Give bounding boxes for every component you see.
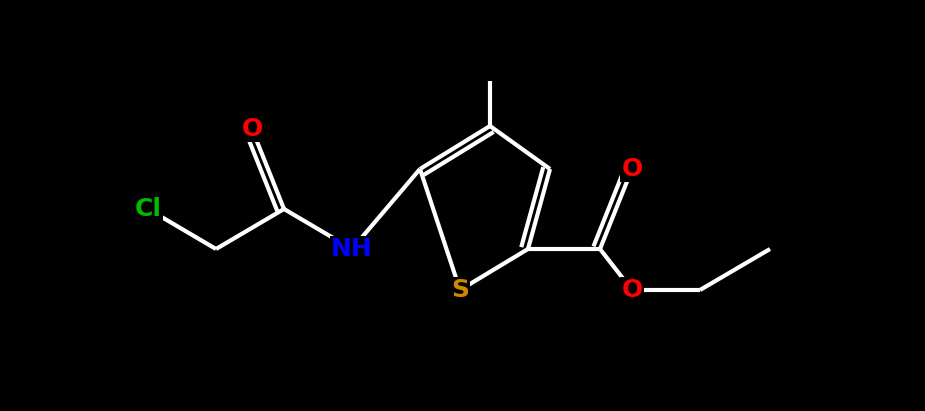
Text: Cl: Cl — [134, 197, 162, 221]
Text: NH: NH — [331, 237, 373, 261]
Text: O: O — [622, 278, 643, 302]
Text: S: S — [451, 278, 469, 302]
Text: O: O — [241, 117, 263, 141]
Text: O: O — [622, 157, 643, 181]
